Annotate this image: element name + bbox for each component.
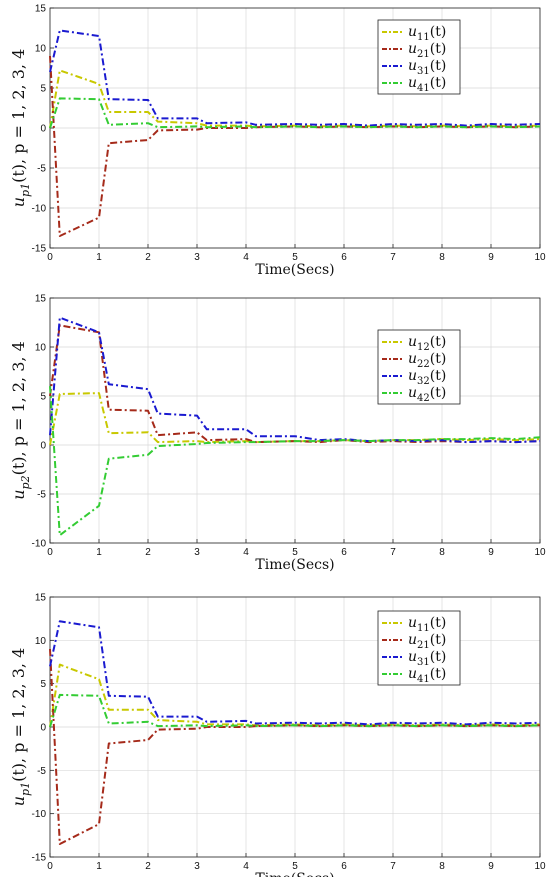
y-tick-label: 5 <box>40 84 46 95</box>
x-tick-label: 10 <box>534 547 546 558</box>
legend-entry-u21t: u21(t) <box>408 632 446 651</box>
legend-entry-u21t: u21(t) <box>408 41 446 60</box>
x-tick-label: 0 <box>47 252 53 263</box>
x-tick-label: 6 <box>341 861 347 872</box>
x-axis-label: Time(Secs) <box>255 557 334 573</box>
legend: u12(t)u22(t)u32(t)u42(t) <box>377 329 461 405</box>
x-tick-label: 7 <box>390 861 396 872</box>
y-tick-label: -5 <box>37 490 46 501</box>
x-tick-label: 6 <box>341 547 347 558</box>
y-tick-label: 15 <box>35 294 47 305</box>
x-tick-label: 9 <box>488 861 494 872</box>
y-tick-label: -10 <box>32 204 47 215</box>
y-tick-label: 5 <box>40 679 46 690</box>
x-tick-label: 2 <box>145 252 151 263</box>
y-tick-label: 10 <box>35 636 47 647</box>
legend-entry-u31t: u31(t) <box>408 58 446 77</box>
x-tick-label: 0 <box>47 861 53 872</box>
x-tick-label: 4 <box>243 547 249 558</box>
legend-box <box>377 19 461 95</box>
y-tick-label: -10 <box>32 539 47 550</box>
y-tick-label: -15 <box>32 853 47 864</box>
series-line-u41t <box>49 693 541 728</box>
x-tick-label: 8 <box>439 547 445 558</box>
x-axis-label: Time(Secs) <box>255 871 334 877</box>
series-line-u12t <box>49 392 541 446</box>
x-tick-label: 4 <box>243 252 249 263</box>
y-tick-label: 0 <box>40 723 46 734</box>
series-line-u21t <box>49 55 541 237</box>
x-tick-label: 7 <box>390 252 396 263</box>
x-tick-label: 9 <box>488 252 494 263</box>
legend-entry-u41t: u41(t) <box>408 666 446 685</box>
plot-frame <box>49 297 541 544</box>
x-tick-label: 3 <box>194 252 200 263</box>
x-tick-label: 5 <box>292 252 298 263</box>
legend-box <box>377 329 461 405</box>
legend-entry-u11t: u11(t) <box>408 615 446 634</box>
series-line-u11t <box>49 69 541 129</box>
chart-panel-1: 0 1 2 3 4 5 6 7 8 9 10 -15 -10 -5 0 5 10 15 Time(Secs) up1(… <box>9 4 546 279</box>
x-tick-label: 1 <box>96 547 102 558</box>
x-tick-label: 10 <box>534 861 546 872</box>
x-tick-label: 1 <box>96 252 102 263</box>
y-tick-label: 0 <box>40 441 46 452</box>
legend: u11(t)u21(t)u31(t)u41(t) <box>377 610 461 686</box>
y-axis-label: up1(t), p = 1, 2, 3, 4 <box>9 648 32 807</box>
y-tick-label: -15 <box>32 244 47 255</box>
legend-entry-u22t: u22(t) <box>408 351 446 370</box>
x-tick-label: 2 <box>145 547 151 558</box>
x-tick-label: 3 <box>194 861 200 872</box>
y-tick-label: 10 <box>35 343 47 354</box>
x-tick-label: 8 <box>439 252 445 263</box>
x-tick-label: 7 <box>390 547 396 558</box>
x-tick-label: 5 <box>292 861 298 872</box>
y-tick-label: 5 <box>40 392 46 403</box>
y-tick-label: 10 <box>35 44 47 55</box>
legend-entry-u12t: u12(t) <box>408 334 446 353</box>
legend: u11(t)u21(t)u31(t)u41(t) <box>377 19 461 95</box>
x-tick-label: 4 <box>243 861 249 872</box>
y-axis-label: up1(t), p = 1, 2, 3, 4 <box>9 49 32 208</box>
legend-box <box>377 610 461 686</box>
x-tick-label: 1 <box>96 861 102 872</box>
legend-entry-u41t: u41(t) <box>408 75 446 94</box>
y-tick-label: -10 <box>32 809 47 820</box>
x-tick-label: 2 <box>145 861 151 872</box>
x-tick-label: 5 <box>292 547 298 558</box>
x-tick-label: 6 <box>341 252 347 263</box>
series-line-u31t <box>49 620 541 726</box>
x-tick-label: 8 <box>439 861 445 872</box>
legend-entry-u42t: u42(t) <box>408 385 446 404</box>
legend-entry-u11t: u11(t) <box>408 24 446 43</box>
chart-panel-3: 0 1 2 3 4 5 6 7 8 9 10 -15 -10 -5 0 5 10 15 Time(Secs) up1(… <box>9 593 546 877</box>
series-line-u41t <box>49 97 541 129</box>
x-axis-label: Time(Secs) <box>255 262 334 278</box>
x-tick-label: 0 <box>47 547 53 558</box>
series-line-u42t <box>49 386 541 537</box>
x-tick-label: 3 <box>194 547 200 558</box>
chart-panel-2: 0 1 2 3 4 5 6 7 8 9 10 -10 -5 0 5 10 15 Time(Secs) up2(t),… <box>9 294 546 574</box>
y-tick-label: 15 <box>35 593 47 604</box>
y-tick-label: 15 <box>35 4 47 15</box>
legend-entry-u32t: u32(t) <box>408 368 446 387</box>
x-tick-label: 9 <box>488 547 494 558</box>
y-tick-label: -5 <box>37 164 46 175</box>
y-tick-label: 0 <box>40 124 46 135</box>
series-line-u32t <box>49 316 541 444</box>
y-axis-label: up2(t), p = 1, 2, 3, 4 <box>9 341 32 500</box>
y-tick-label: -5 <box>37 766 46 777</box>
legend-entry-u31t: u31(t) <box>408 649 446 668</box>
x-tick-label: 10 <box>534 252 546 263</box>
